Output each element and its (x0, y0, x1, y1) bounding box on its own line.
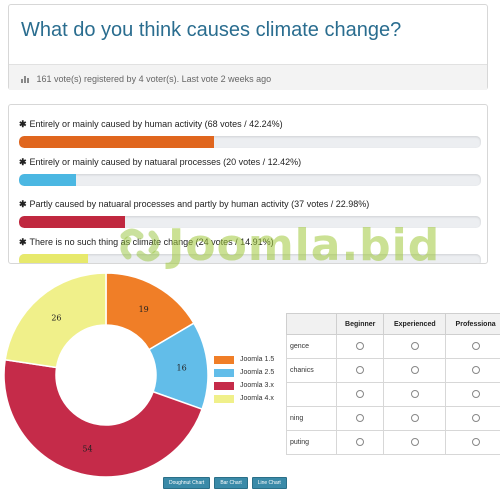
radio-button[interactable] (356, 389, 365, 398)
result-option: ✱ Entirely or mainly caused by natuaral p… (19, 155, 481, 186)
legend-swatch (214, 394, 234, 403)
radio-button[interactable] (410, 365, 419, 374)
legend-swatch (214, 368, 234, 377)
asterisk-icon: ✱ (19, 199, 27, 209)
legend-item: Joomla 4.x (214, 392, 274, 405)
skill-grid-table: Beginner Experienced Professiona gence c… (286, 313, 500, 455)
radio-button[interactable] (356, 365, 365, 374)
result-label: Entirely or mainly caused by natuaral pr… (29, 157, 302, 167)
donut-data-label: 54 (82, 445, 92, 454)
radio-button[interactable] (410, 413, 419, 422)
donut-data-label: 16 (177, 364, 187, 373)
chart-legend: Joomla 1.5 Joomla 2.5 Joomla 3.x Joomla … (214, 353, 274, 405)
result-bar-track (19, 254, 481, 263)
grid-row (286, 382, 500, 407)
legend-label: Joomla 4.x (240, 395, 274, 402)
result-label: Partly caused by natuaral processes and … (29, 199, 370, 209)
donut-data-label: 26 (51, 313, 61, 322)
grid-row-label: gence (286, 334, 337, 359)
result-bar-track (19, 174, 481, 186)
grid-row-label: puting (286, 430, 337, 455)
grid-row-label: chanics (286, 358, 337, 383)
result-bar-fill (19, 136, 215, 148)
bar-chart-button[interactable]: Bar Chart (214, 477, 248, 489)
legend-label: Joomla 2.5 (240, 369, 275, 376)
grid-column-header: Beginner (335, 313, 385, 335)
result-bar-fill (19, 174, 77, 186)
doughnut-chart-button[interactable]: Doughnut Chart (163, 477, 211, 489)
bar-chart-icon (21, 75, 30, 85)
grid-corner (286, 313, 337, 335)
result-option: ✱ There is no such thing as climate chang… (19, 235, 481, 263)
results-panel: ✱ Entirely or mainly caused by human acti… (8, 104, 488, 264)
radio-button[interactable] (356, 413, 365, 422)
legend-label: Joomla 1.5 (240, 356, 275, 363)
joomla-logo-icon (120, 228, 160, 262)
grid-row-label: ning (286, 406, 337, 431)
radio-button[interactable] (410, 341, 419, 350)
radio-button[interactable] (410, 389, 419, 398)
grid-column-header: Experienced (383, 313, 447, 335)
result-bar-fill (19, 254, 88, 263)
question-panel: What do you think causes climate change?… (8, 4, 488, 90)
line-chart-button[interactable]: Line Chart (251, 477, 287, 489)
radio-button[interactable] (356, 437, 365, 446)
result-option: ✱ Partly caused by natuaral processes and… (19, 197, 481, 228)
grid-row-label (286, 382, 337, 407)
donut-chart: 19 16 54 26 (3, 272, 209, 478)
radio-button[interactable] (471, 365, 480, 374)
donut-data-label: 19 (139, 305, 149, 314)
radio-button[interactable] (471, 413, 480, 422)
asterisk-icon: ✱ (19, 237, 27, 247)
result-bar-fill (19, 216, 126, 228)
radio-button[interactable] (471, 437, 480, 446)
result-option: ✱ Entirely or mainly caused by human acti… (19, 117, 481, 148)
legend-item: Joomla 3.x (214, 379, 274, 392)
donut-labels: 19 16 54 26 (51, 305, 186, 454)
asterisk-icon: ✱ (19, 157, 27, 167)
radio-button[interactable] (356, 341, 365, 350)
watermark-text: Joomla.bid (168, 220, 441, 271)
grid-row: puting (286, 430, 500, 455)
legend-label: Joomla 3.x (240, 382, 274, 389)
vote-meta: 161 vote(s) registered by 4 voter(s). La… (9, 64, 487, 90)
vote-meta-text: 161 vote(s) registered by 4 voter(s). La… (36, 74, 272, 84)
legend-swatch (214, 381, 234, 390)
result-label: There is no such thing as climate change… (29, 237, 274, 247)
result-bar-track (19, 216, 481, 228)
donut-slice (4, 272, 107, 369)
grid-row: gence (286, 334, 500, 359)
grid-row: ning (286, 406, 500, 431)
result-bar-track (19, 136, 481, 148)
chart-type-buttons: Doughnut Chart Bar Chart Line Chart (163, 477, 287, 489)
donut-slice (3, 358, 204, 478)
question-title: What do you think causes climate change? (21, 19, 402, 41)
radio-button[interactable] (471, 389, 480, 398)
asterisk-icon: ✱ (19, 119, 27, 129)
radio-button[interactable] (410, 437, 419, 446)
legend-item: Joomla 1.5 (214, 353, 274, 366)
result-label: Entirely or mainly caused by human activ… (29, 119, 283, 129)
donut-slices (3, 272, 209, 478)
legend-item: Joomla 2.5 (214, 366, 274, 379)
grid-row: chanics (286, 358, 500, 383)
grid-column-header: Professiona (445, 313, 500, 335)
radio-button[interactable] (471, 341, 480, 350)
legend-swatch (214, 355, 234, 364)
